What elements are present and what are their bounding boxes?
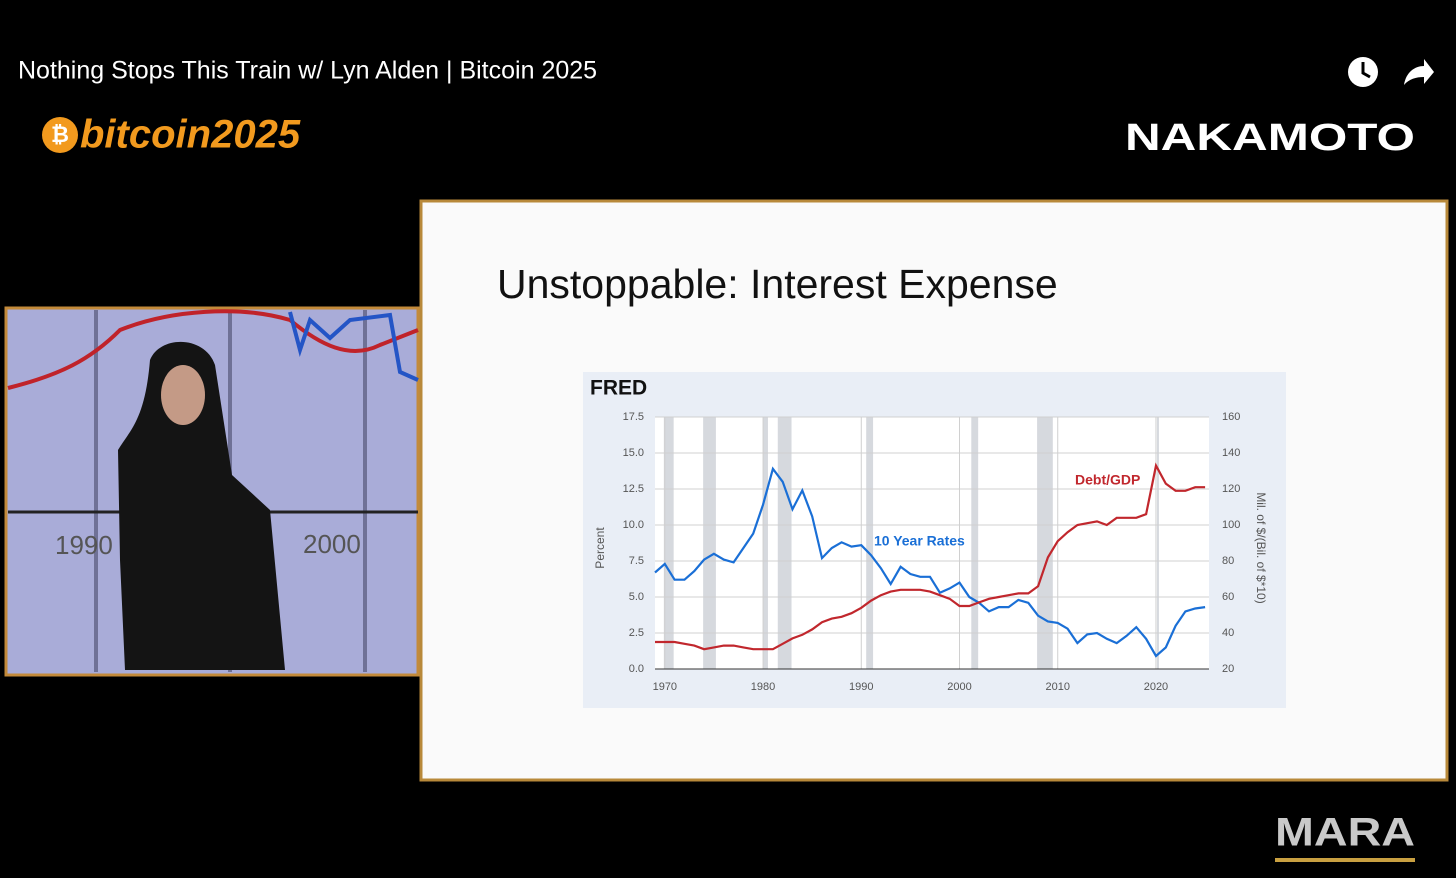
y2-tick-label: 80 xyxy=(1222,555,1234,567)
recession-band xyxy=(763,417,768,669)
y2-tick-label: 60 xyxy=(1222,591,1234,603)
y-tick-label: 2.5 xyxy=(629,627,644,639)
logo-underline xyxy=(1275,858,1415,862)
y-tick-label: 7.5 xyxy=(629,555,644,567)
clock-hands xyxy=(1361,62,1371,79)
y2-tick-label: 20 xyxy=(1222,663,1234,675)
recession-band xyxy=(1037,417,1053,669)
video-title: Nothing Stops This Train w/ Lyn Alden | … xyxy=(18,57,597,85)
y-tick-label: 12.5 xyxy=(623,483,644,495)
y-tick-label: 5.0 xyxy=(629,591,644,603)
bitcoin-symbol: ₿ xyxy=(51,122,69,147)
screen-label: 2000 xyxy=(303,529,361,559)
watch-later-button[interactable] xyxy=(1348,57,1378,87)
recession-band xyxy=(663,417,674,669)
speaker-face xyxy=(161,365,205,425)
corner-logo: MARA xyxy=(1275,811,1415,855)
slide-title: Unstoppable: Interest Expense xyxy=(497,261,1058,307)
event-logo: bitcoin2025 xyxy=(80,113,301,157)
y2-tick-label: 40 xyxy=(1222,627,1234,639)
y-axis-label: Percent xyxy=(593,527,607,569)
y2-tick-label: 140 xyxy=(1222,447,1240,459)
speaker xyxy=(118,341,285,670)
bitcoin-icon xyxy=(42,117,78,153)
x-tick-label: 2000 xyxy=(947,681,971,693)
y2-axis-label: Mil. of $/(Bil. of $*10) xyxy=(1254,492,1268,603)
y-tick-label: 15.0 xyxy=(623,447,644,459)
x-tick-label: 1990 xyxy=(849,681,873,693)
screen-blue-line xyxy=(288,311,419,382)
series-line xyxy=(655,462,1206,651)
y2-tick-label: 160 xyxy=(1222,411,1240,423)
x-tick-label: 1970 xyxy=(653,681,677,693)
share-button[interactable] xyxy=(1404,59,1434,85)
recession-band xyxy=(866,417,874,669)
sponsor-logo: NAKAMOTO xyxy=(1125,117,1415,159)
y2-tick-label: 100 xyxy=(1222,519,1240,531)
chart-source: FRED xyxy=(590,377,647,400)
recession-band xyxy=(777,417,792,669)
x-tick-label: 1980 xyxy=(751,681,775,693)
recession-band xyxy=(971,417,979,669)
y-tick-label: 0.0 xyxy=(629,663,644,675)
y-tick-label: 17.5 xyxy=(623,411,644,423)
speaker-panel: 1990 2000 xyxy=(4,306,420,677)
x-tick-label: 2020 xyxy=(1144,681,1168,693)
y-tick-label: 10.0 xyxy=(623,519,644,531)
screen-label: 1990 xyxy=(55,530,113,560)
screen-red-line xyxy=(7,309,419,390)
y2-tick-label: 120 xyxy=(1222,483,1240,495)
x-tick-label: 2010 xyxy=(1045,681,1069,693)
annotation: Debt/GDP xyxy=(1075,472,1140,488)
series-line xyxy=(654,466,1206,658)
recession-band xyxy=(1156,417,1159,669)
recession-band xyxy=(703,417,716,669)
annotation: 10 Year Rates xyxy=(874,533,965,549)
chart: 0.0 2.5 5.0 7.5 10.0 12.5 15.0 17.5 20 40 60 80 100 1… xyxy=(623,411,1241,693)
